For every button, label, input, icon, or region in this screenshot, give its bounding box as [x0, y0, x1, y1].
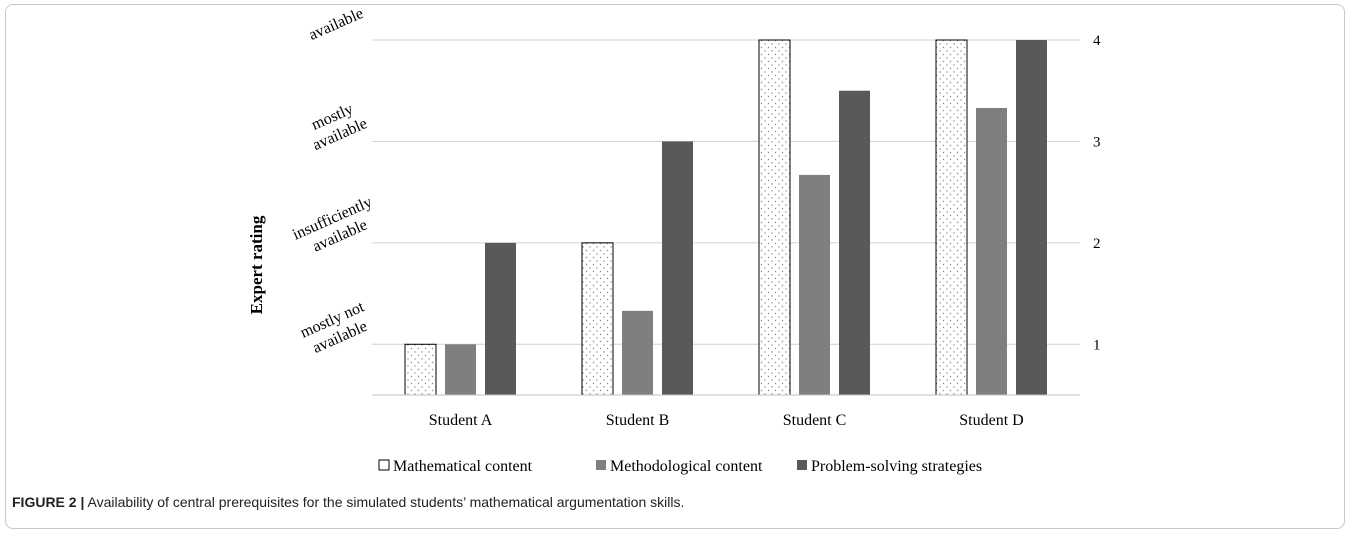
category-label: Student C [783, 412, 847, 429]
legend-swatch [596, 460, 606, 470]
legend-item: Problem-solving strategies [797, 458, 982, 475]
bar [839, 90, 870, 395]
right-tick-label: 1 [1093, 337, 1101, 353]
bars [404, 39, 1047, 396]
bar [1016, 40, 1047, 395]
right-tick-label: 2 [1093, 236, 1101, 252]
bar [976, 107, 1007, 395]
right-axis-ticks: 1 2 3 4 [1093, 33, 1101, 353]
rating-label-line: available [306, 5, 366, 44]
bar [935, 39, 968, 396]
bar [404, 343, 437, 396]
legend-swatch [378, 459, 390, 471]
bar [445, 344, 476, 395]
rating-label: available [306, 5, 366, 44]
caption-label: FIGURE 2 | [12, 494, 85, 510]
right-tick-label: 3 [1093, 134, 1101, 150]
bar [485, 242, 516, 395]
category-label: Student A [429, 412, 493, 429]
legend-label: Mathematical content [393, 458, 533, 475]
legend-item: Mathematical content [378, 458, 533, 475]
legend-label: Methodological content [610, 458, 763, 475]
bar [622, 310, 653, 395]
figure-caption: FIGURE 2 | Availability of central prere… [12, 494, 1332, 510]
category-label: Student D [959, 412, 1023, 429]
bar [758, 39, 791, 396]
bar [581, 242, 614, 396]
legend-label: Problem-solving strategies [811, 458, 982, 475]
category-label: Student B [606, 412, 670, 429]
legend-item: Methodological content [596, 458, 763, 475]
gridlines [372, 39, 1080, 345]
bar [662, 141, 693, 395]
legend-swatch [797, 460, 807, 470]
right-tick-label: 4 [1093, 33, 1101, 49]
category-labels: Student A Student B Student C Student D [429, 412, 1024, 429]
bar [799, 174, 830, 395]
caption-text: Availability of central prerequisites fo… [87, 494, 685, 510]
legend: Mathematical content Methodological conte… [378, 458, 982, 475]
y-axis-label: Expert rating [247, 215, 266, 314]
